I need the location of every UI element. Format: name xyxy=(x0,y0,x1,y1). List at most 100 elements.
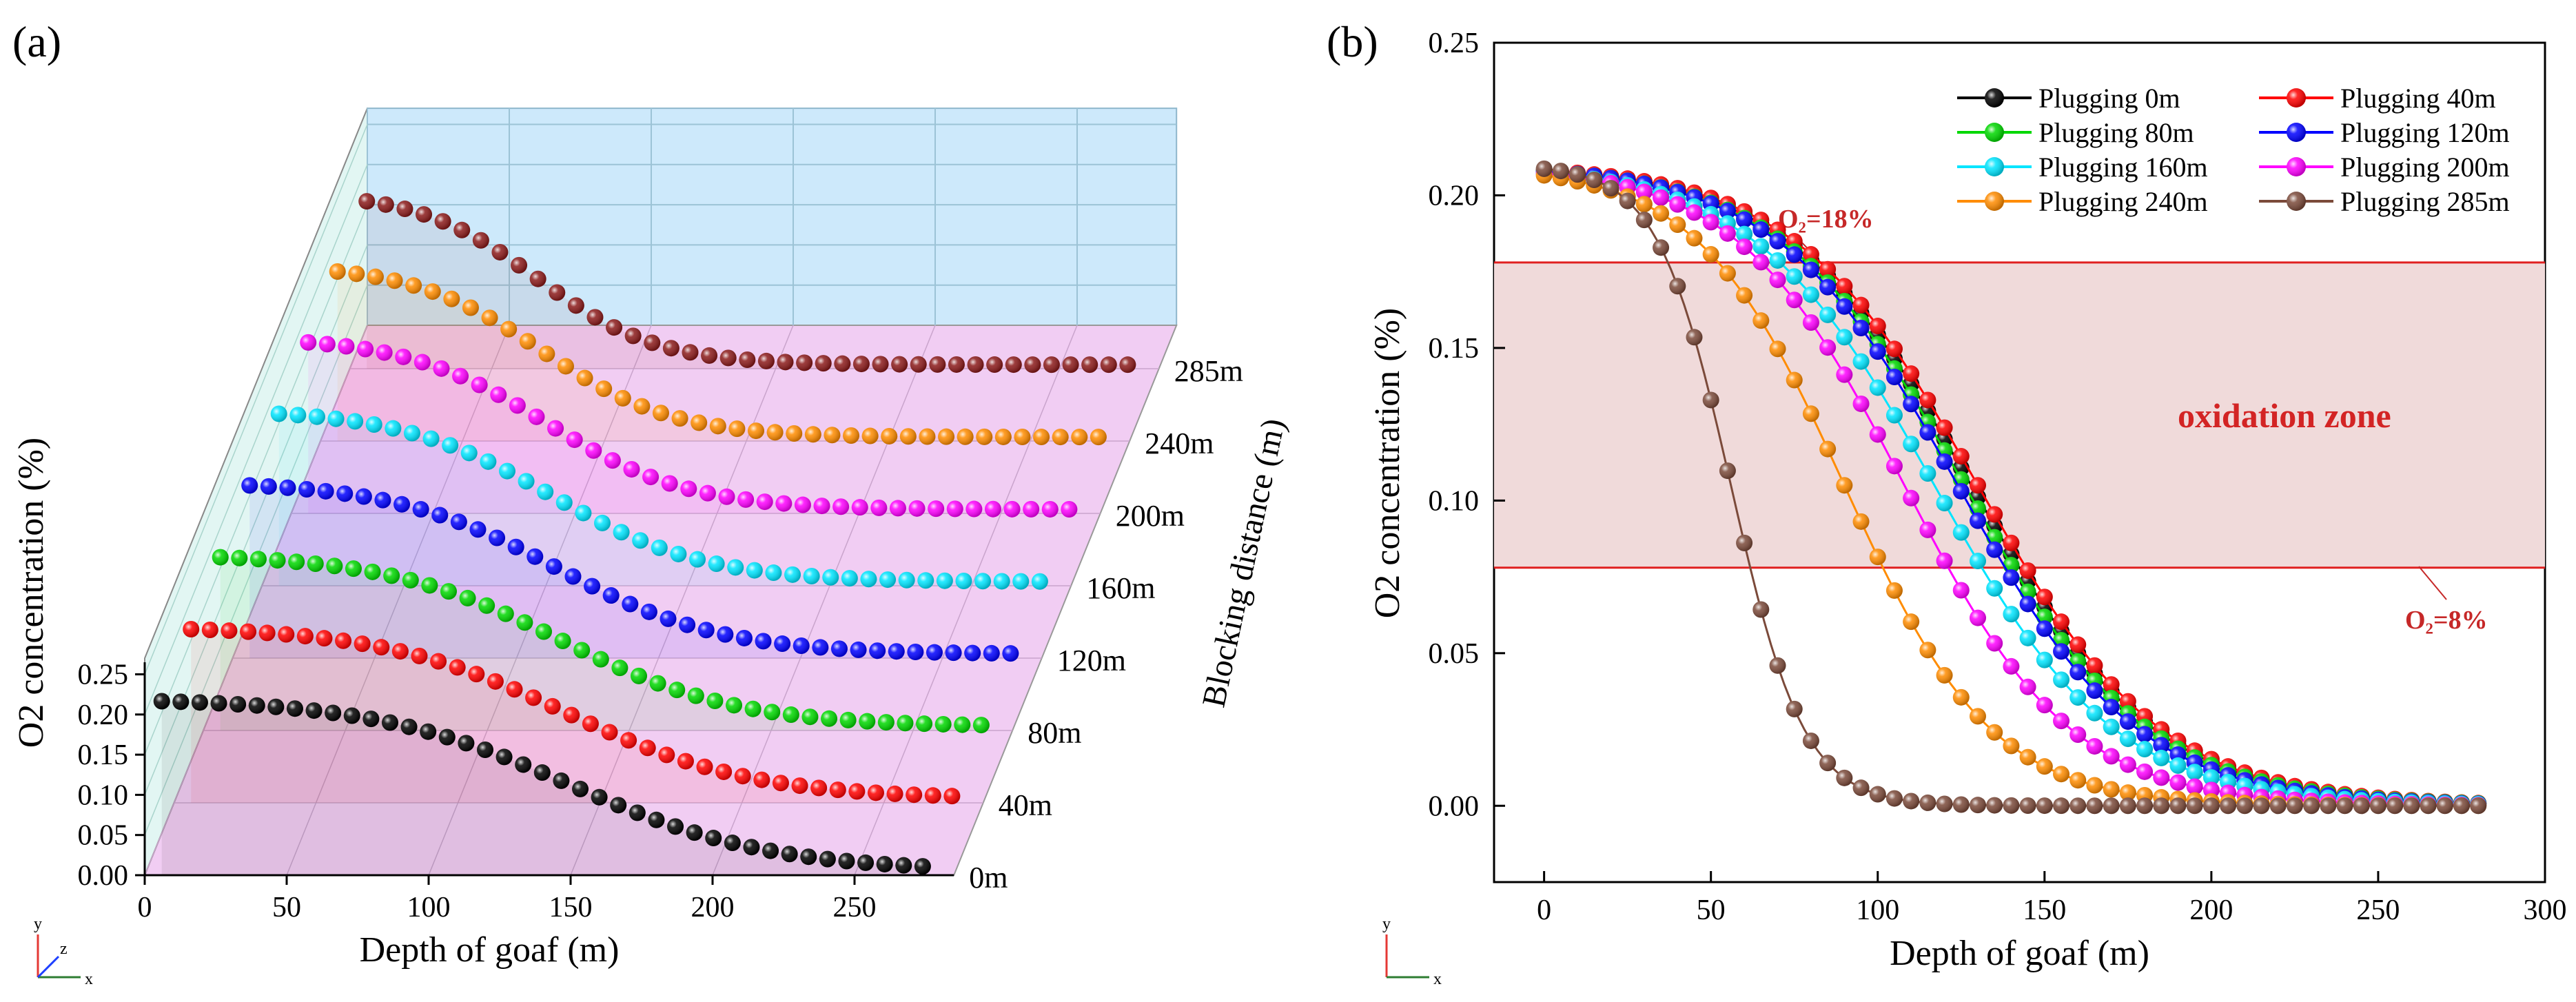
b-point-shine xyxy=(1903,793,1920,810)
b-legend-label: Plugging 240m xyxy=(2038,186,2208,217)
a-point-shine xyxy=(354,635,371,653)
a-point-shine xyxy=(706,693,724,710)
a-point-shine xyxy=(974,573,992,590)
a-point-shine xyxy=(480,453,497,470)
b-point-shine xyxy=(2069,636,2087,653)
b-point-shine xyxy=(1936,453,1953,470)
a-point-shine xyxy=(462,299,479,316)
b-point-shine xyxy=(2036,620,2053,637)
a-indicator-z-arrow xyxy=(37,955,60,979)
a-point-shine xyxy=(822,569,839,586)
a-point-shine xyxy=(338,338,355,355)
b-lower-pointer xyxy=(2418,566,2447,600)
b-point-shine xyxy=(1769,657,1786,674)
a-point-shine xyxy=(422,430,440,447)
a-point-shine xyxy=(318,336,336,353)
a-point-shine xyxy=(743,839,760,856)
b-point-shine xyxy=(2353,797,2370,815)
b-point-shine xyxy=(1819,278,1837,296)
a-point-shine xyxy=(735,629,753,646)
b-point-shine xyxy=(1736,287,1753,304)
a-point-shine xyxy=(459,589,476,606)
b-legend-label: Plugging 285m xyxy=(2340,186,2510,217)
a-point-shine xyxy=(687,687,704,704)
a-point-shine xyxy=(954,716,971,733)
b-point-shine xyxy=(2069,797,2087,815)
b-point-shine xyxy=(1552,163,1569,180)
a-point-shine xyxy=(386,272,403,289)
b-point-shine xyxy=(1952,524,1970,541)
a-point-shine xyxy=(365,416,382,433)
a-point-shine xyxy=(829,781,846,799)
a-point-shine xyxy=(348,265,365,283)
a-point-shine xyxy=(897,715,914,732)
b-point-shine xyxy=(1802,286,1819,303)
a-point-shine xyxy=(644,334,661,351)
a-point-shine xyxy=(575,504,592,522)
a-grid-left-h xyxy=(144,204,368,755)
a-point-shine xyxy=(774,635,791,653)
b-point-shine xyxy=(2086,777,2103,794)
a-point-shine xyxy=(744,700,761,717)
b-point-shine xyxy=(2202,781,2220,799)
b-point-shine xyxy=(1769,340,1786,358)
b-indicator-y: y xyxy=(1382,915,1391,933)
a-point-shine xyxy=(563,706,580,724)
a-point-shine xyxy=(838,852,855,870)
b-point-shine xyxy=(2470,797,2487,815)
a-point-shine xyxy=(564,568,582,585)
a-point-shine xyxy=(373,639,390,656)
a-point-shine xyxy=(357,340,374,358)
b-point-shine xyxy=(2303,797,2320,815)
b-point-shine xyxy=(2153,797,2170,815)
a-point-shine xyxy=(948,356,965,373)
b-point-shine xyxy=(2336,797,2353,815)
chart-b: oxidation zone O₂=18% O₂=8% 0 50 100 150 200 25… xyxy=(1368,28,2567,988)
b-point-shine xyxy=(1535,160,1553,177)
a-point-shine xyxy=(431,507,449,524)
a-point-shine xyxy=(632,532,649,549)
a-point-shine xyxy=(507,538,524,555)
b-point-shine xyxy=(1635,183,1653,201)
a-point-shine xyxy=(593,514,611,531)
a-point-shine xyxy=(872,356,889,373)
a-point-shine xyxy=(481,309,498,327)
a-point-shine xyxy=(279,479,296,496)
a-series-sheet xyxy=(367,201,1128,369)
b-point-shine xyxy=(1786,700,1803,717)
a-point-shine xyxy=(557,358,574,375)
a-point-shine xyxy=(518,473,535,490)
a-series-sheet xyxy=(308,342,1070,513)
b-point-shine xyxy=(1919,642,1936,659)
a-point-shine xyxy=(812,639,829,656)
a-point-shine xyxy=(628,804,646,821)
a-point-shine xyxy=(458,735,475,752)
a-point-shine xyxy=(460,444,478,462)
a-point-shine xyxy=(686,824,703,841)
a-series-sheet xyxy=(220,557,981,730)
a-series: 285m 240m 200m 160m 120m 80m 40m 0m xyxy=(153,193,1243,894)
b-point-shine xyxy=(2036,697,2053,714)
b-point-shine xyxy=(1969,609,1986,626)
a-point-shine xyxy=(443,290,460,307)
b-point-shine xyxy=(1936,552,1953,569)
b-y-tick-label: 0.10 xyxy=(1429,485,1480,517)
b-point-shine xyxy=(1702,214,1719,231)
b-point-shine xyxy=(2103,676,2120,693)
b-y-tick-label: 0.20 xyxy=(1429,180,1480,212)
a-point-shine xyxy=(343,707,360,724)
a-point-shine xyxy=(879,571,897,589)
a-point-shine xyxy=(420,723,437,740)
a-point-shine xyxy=(450,513,467,531)
a-point-shine xyxy=(910,356,927,373)
a-point-shine xyxy=(796,354,813,371)
a-point-shine xyxy=(421,577,438,594)
a-point-shine xyxy=(554,633,571,650)
a-point-shine xyxy=(471,376,488,393)
a-point-shine xyxy=(604,452,621,469)
b-point-shine xyxy=(1836,278,1853,295)
a-point-shine xyxy=(553,772,570,789)
a-point-shine xyxy=(834,355,851,372)
a-point-shine xyxy=(613,524,630,541)
a-point-shine xyxy=(640,603,657,620)
